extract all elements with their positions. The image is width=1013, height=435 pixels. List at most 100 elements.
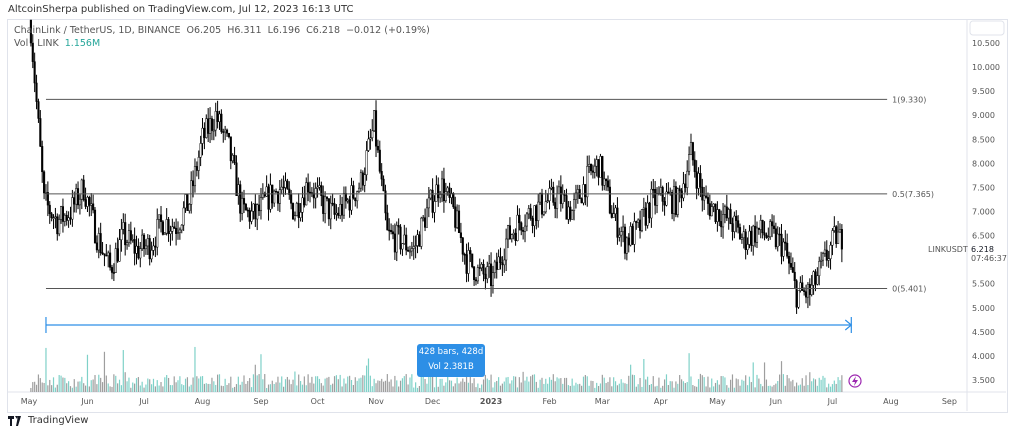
candle-body <box>744 231 747 251</box>
volume-bar <box>481 384 483 392</box>
candle-body <box>259 197 263 212</box>
candle-body <box>216 111 219 122</box>
volume-bar <box>720 376 722 392</box>
volume-bar <box>590 380 592 392</box>
volume-bar <box>371 386 373 392</box>
price-tick: 7.000 <box>972 207 995 216</box>
candle-body <box>92 203 95 211</box>
candle-body <box>821 253 825 261</box>
time-tick: Mar <box>595 397 611 406</box>
volume-bar <box>309 382 311 392</box>
volume-bar <box>565 377 568 392</box>
candle-body <box>706 197 710 204</box>
volume-bar <box>354 377 356 392</box>
volume-bar <box>81 376 83 392</box>
volume-bar <box>767 385 769 392</box>
candle-body <box>589 164 593 172</box>
volume-bar <box>167 377 170 392</box>
candle-body <box>786 242 789 257</box>
volume-bar <box>535 381 537 392</box>
candle-body <box>571 210 574 220</box>
candle-body <box>814 271 817 285</box>
volume-bar <box>30 387 32 392</box>
candle-body <box>556 193 559 209</box>
volume-bar <box>362 375 364 392</box>
volume-bar <box>756 374 758 392</box>
volume-bar <box>650 383 652 392</box>
candle-body <box>610 212 613 218</box>
candle-body <box>393 233 396 253</box>
candle-body <box>835 226 838 244</box>
candle-body <box>461 237 464 255</box>
volume-bar <box>826 387 828 392</box>
candle-body <box>227 132 230 137</box>
volume-bar <box>149 379 151 392</box>
volume-bar <box>62 377 64 392</box>
candle-body <box>652 188 655 191</box>
tradingview-logo-icon <box>8 415 21 426</box>
candle-body <box>654 189 657 206</box>
volume-bar <box>554 381 556 392</box>
volume-bar <box>135 378 138 392</box>
candle-body <box>797 290 800 308</box>
candle-body <box>63 214 66 222</box>
candle-body <box>529 208 532 219</box>
candle-body <box>207 118 210 134</box>
candle-body <box>71 197 74 220</box>
volume-bar <box>539 379 541 392</box>
candle-body <box>527 208 530 215</box>
volume-bar <box>792 379 794 392</box>
volume-bar <box>829 386 832 392</box>
tradingview-logo[interactable]: TradingView <box>8 415 88 426</box>
volume-bar <box>694 386 696 392</box>
candle-body <box>682 183 685 199</box>
volume-bar <box>443 385 445 392</box>
candle-body <box>799 282 802 291</box>
volume-bar <box>162 386 164 392</box>
volume-bar <box>607 381 609 392</box>
volume-bar <box>181 384 183 392</box>
candle-body <box>322 195 325 214</box>
candle-body <box>540 193 544 215</box>
candle-body <box>501 262 504 266</box>
candle-body <box>412 246 415 249</box>
volume-bar <box>392 386 394 392</box>
candle-body <box>778 233 781 236</box>
candle-body <box>405 234 408 251</box>
candle-body <box>276 191 280 204</box>
candle-body <box>224 129 227 133</box>
candle-body <box>378 149 381 172</box>
candle-body <box>580 198 583 204</box>
candle-body <box>327 198 330 220</box>
candle-body <box>539 193 542 203</box>
candle-body <box>107 252 110 256</box>
candle-body <box>254 203 257 220</box>
candle-body <box>31 42 34 62</box>
candle-body <box>748 230 751 245</box>
volume-bar <box>154 386 156 392</box>
volume-bar <box>98 374 100 392</box>
volume-bar <box>526 376 528 392</box>
volume-bar <box>316 376 319 392</box>
volume-bar <box>188 386 190 392</box>
candle-body <box>416 234 419 246</box>
volume-legend[interactable]: Vol · LINK 1.156M <box>14 38 100 49</box>
symbol-legend[interactable]: ChainLink / TetherUS, 1D, BINANCE O6.205… <box>14 25 430 36</box>
candle-body <box>593 165 596 173</box>
candle-body <box>167 219 170 235</box>
candle-body <box>422 217 425 219</box>
volume-bar <box>558 378 560 392</box>
volume-bar <box>88 386 90 392</box>
volume-bar <box>733 387 735 392</box>
volume-bar <box>247 381 249 392</box>
volume-bar <box>290 384 292 392</box>
volume-bar <box>245 383 247 392</box>
candle-body <box>44 192 48 194</box>
candle-body <box>444 191 447 202</box>
candle-body <box>67 217 70 221</box>
volume-bar <box>369 375 371 392</box>
candle-body <box>523 225 527 232</box>
volume-bar <box>788 378 790 392</box>
volume-bar <box>294 371 296 392</box>
